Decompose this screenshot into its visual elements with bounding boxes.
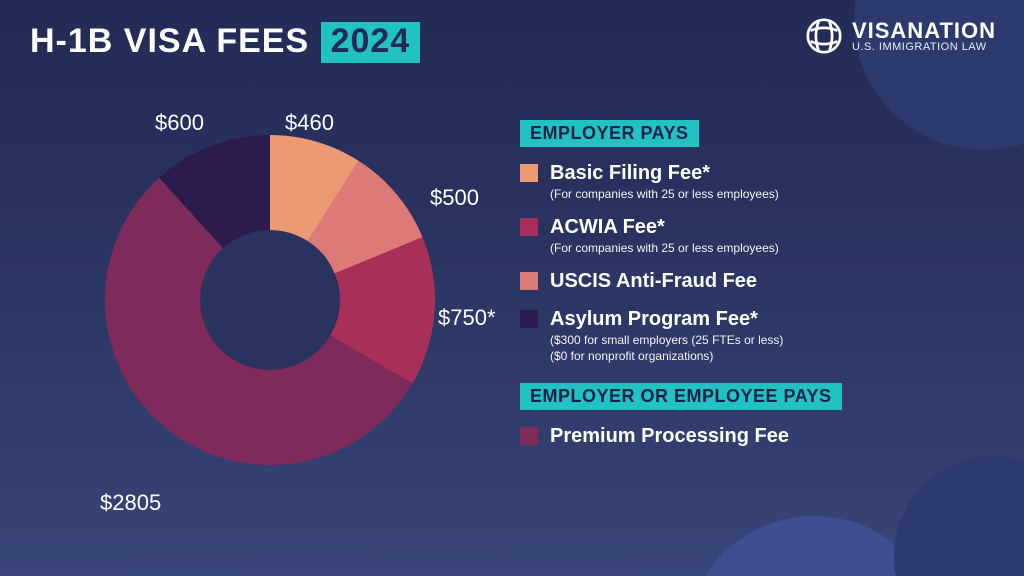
legend-swatch <box>520 310 538 328</box>
legend-sublabel: (For companies with 25 or less employees… <box>550 241 779 255</box>
legend-label: ACWIA Fee* <box>550 215 779 239</box>
legend-sublabel: ($0 for nonprofit organizations) <box>550 349 783 363</box>
legend-swatch <box>520 427 538 445</box>
chart-slice-label: $460 <box>285 110 334 136</box>
chart-slice-label: $2805 <box>100 490 161 516</box>
page-title: H-1B VISA FEES 2024 <box>30 22 420 63</box>
legend-sublabel: (For companies with 25 or less employees… <box>550 187 779 201</box>
legend-item: ACWIA Fee* (For companies with 25 or less… <box>520 215 990 255</box>
chart-slice-label: $750* <box>438 305 496 331</box>
legend-swatch <box>520 272 538 290</box>
donut-chart: $460$500$750*$2805$600 <box>60 90 480 510</box>
legend-item: Premium Processing Fee <box>520 424 990 448</box>
legend: EMPLOYER PAYS Basic Filing Fee* (For comp… <box>520 120 990 462</box>
legend-item: Asylum Program Fee* ($300 for small emplo… <box>520 307 990 363</box>
legend-section-header: EMPLOYER OR EMPLOYEE PAYS <box>520 383 842 410</box>
legend-label: Basic Filing Fee* <box>550 161 779 185</box>
legend-label: Premium Processing Fee <box>550 424 789 448</box>
legend-sublabel: ($300 for small employers (25 FTEs or le… <box>550 333 783 347</box>
legend-item: Basic Filing Fee* (For companies with 25 … <box>520 161 990 201</box>
legend-item: USCIS Anti-Fraud Fee <box>520 269 990 293</box>
title-year: 2024 <box>321 22 421 63</box>
legend-section-header: EMPLOYER PAYS <box>520 120 699 147</box>
chart-slice-label: $500 <box>430 185 479 211</box>
legend-label: Asylum Program Fee* <box>550 307 783 331</box>
brand-name: VISANATION <box>852 20 996 42</box>
legend-swatch <box>520 218 538 236</box>
globe-icon <box>806 18 842 54</box>
brand-logo: VISANATION U.S. IMMIGRATION LAW <box>806 18 996 54</box>
legend-label: USCIS Anti-Fraud Fee <box>550 269 757 293</box>
brand-tagline: U.S. IMMIGRATION LAW <box>852 42 996 53</box>
legend-swatch <box>520 164 538 182</box>
title-main: H-1B VISA FEES <box>30 22 309 60</box>
chart-slice-label: $600 <box>155 110 204 136</box>
